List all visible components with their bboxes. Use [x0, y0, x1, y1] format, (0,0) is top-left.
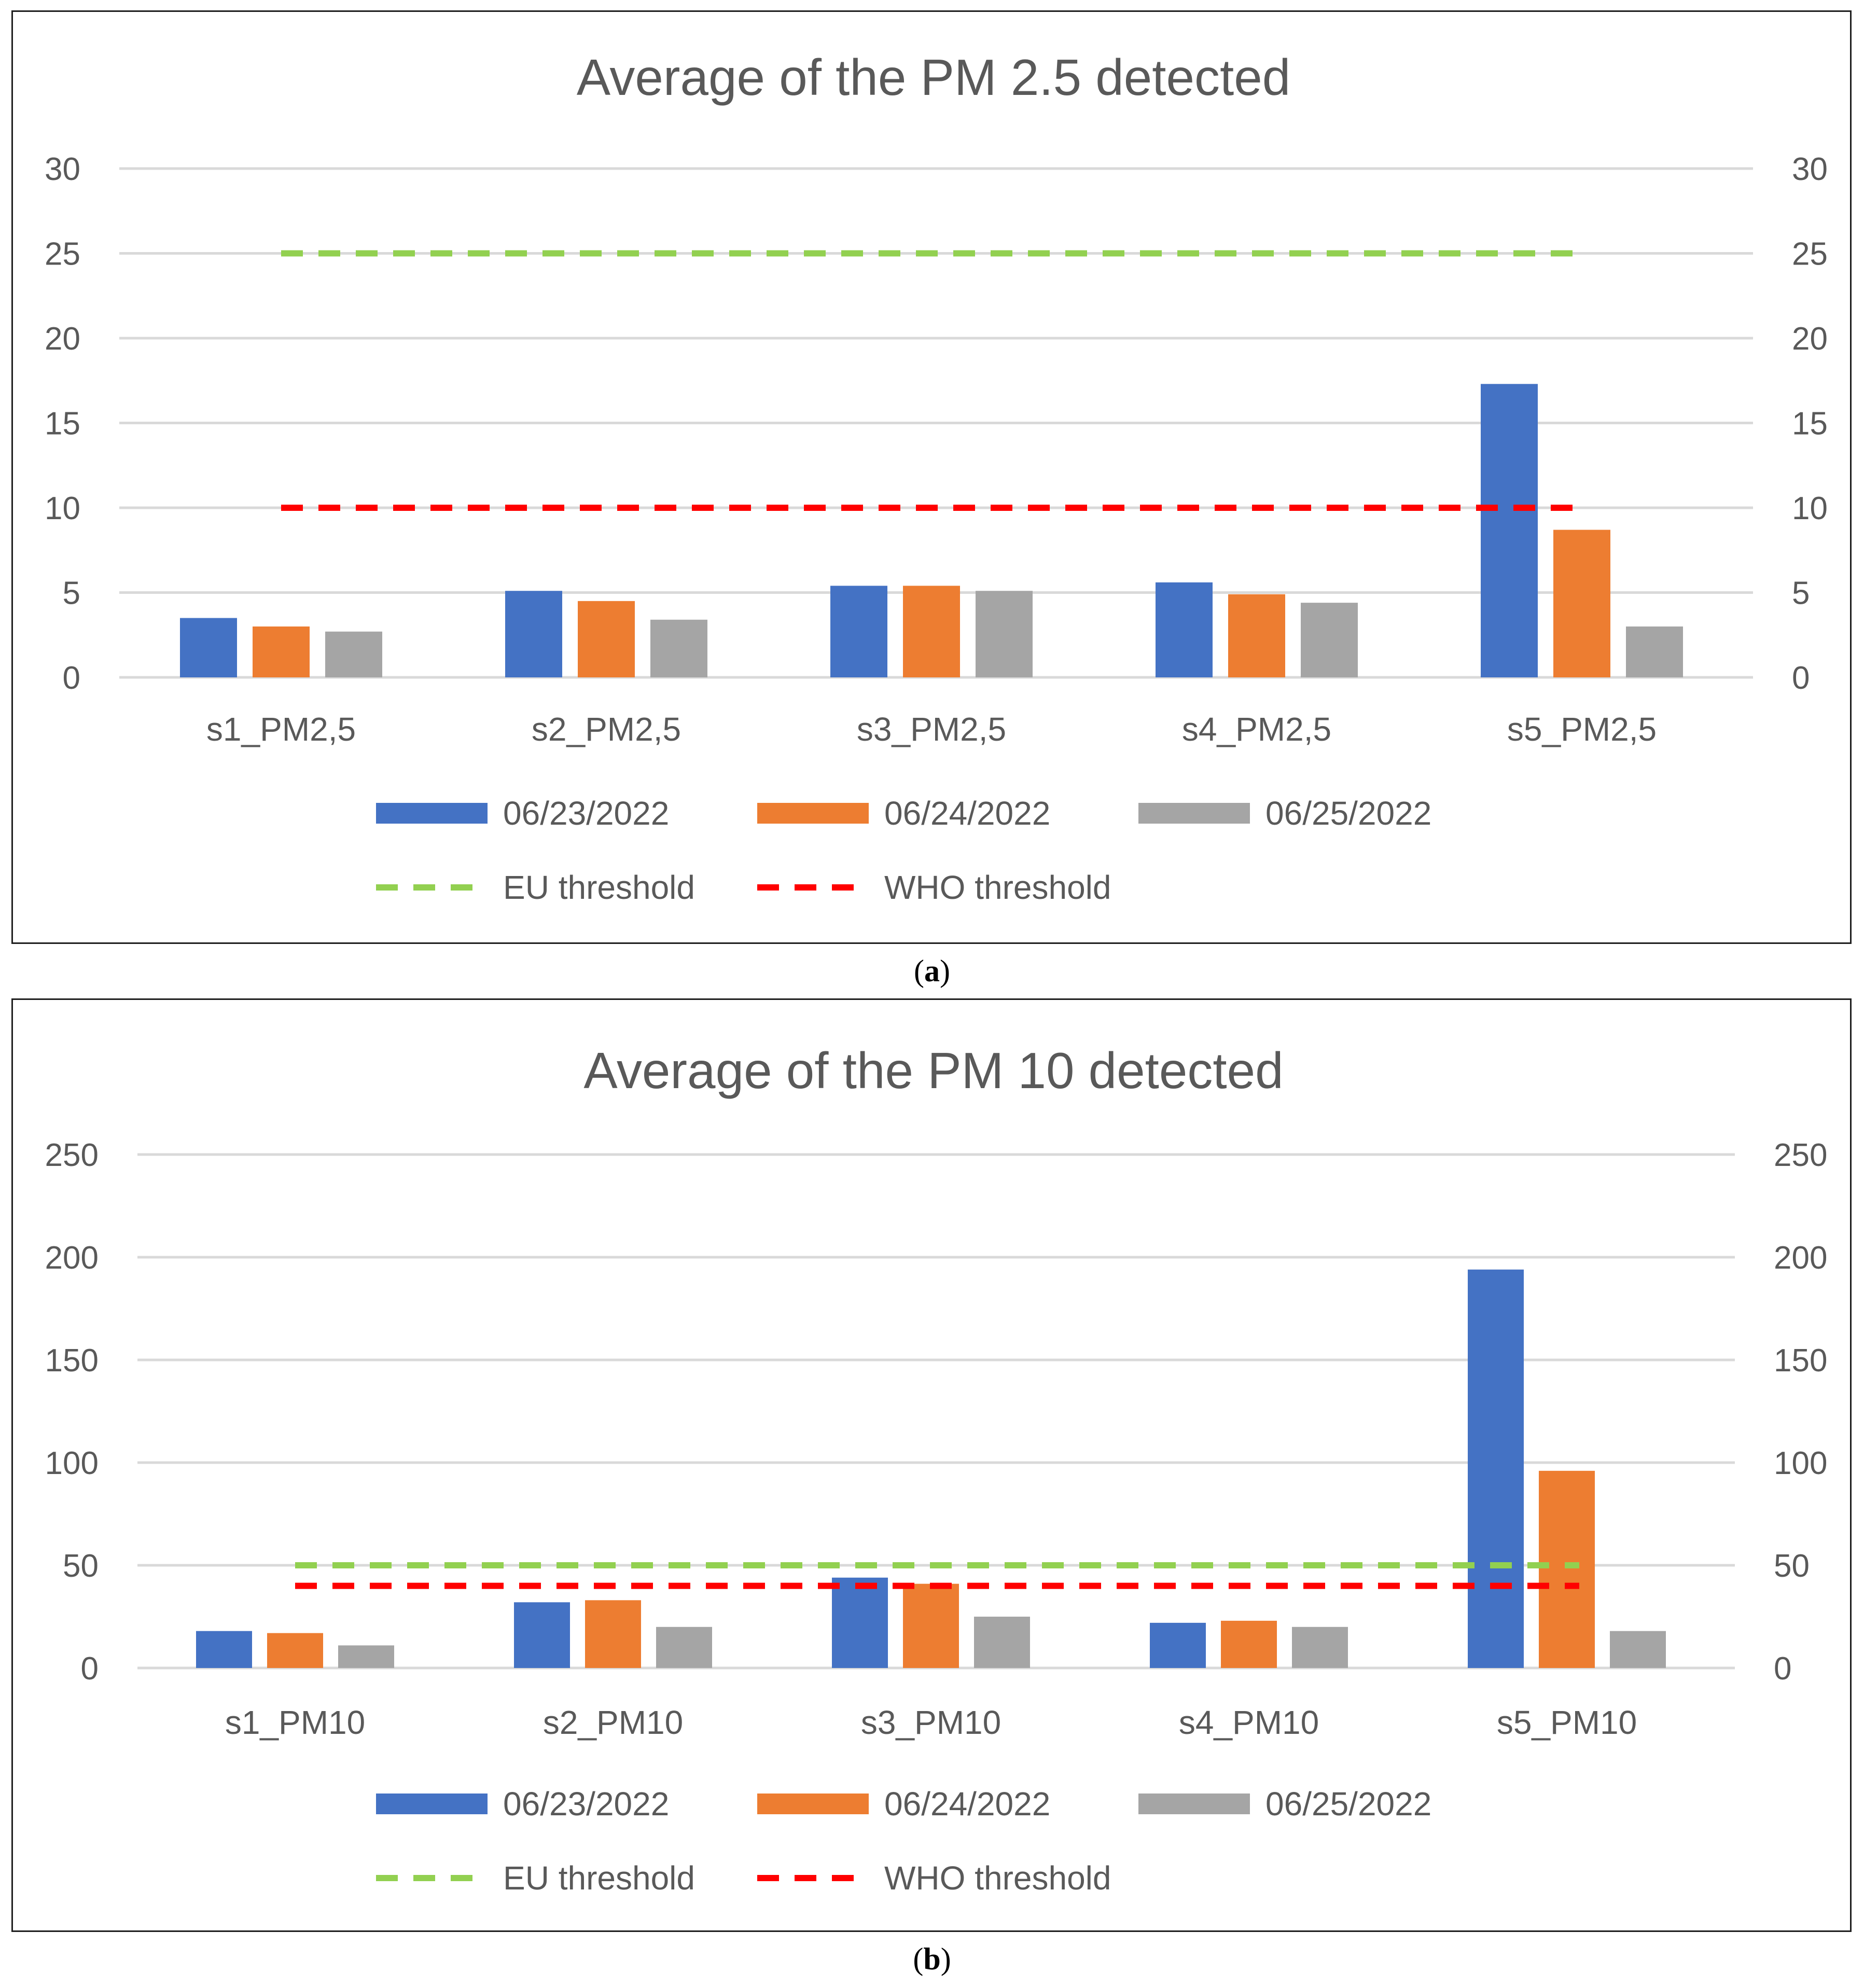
chart-b-legend-label: 06/23/2022 — [503, 1785, 669, 1823]
chart-a-y-tick-left: 30 — [45, 151, 80, 187]
chart-a-legend-label: 06/25/2022 — [1265, 795, 1431, 832]
chart-b-category-label: s3_PM10 — [861, 1704, 1001, 1741]
chart-a-category-label: s5_PM2,5 — [1507, 711, 1657, 748]
chart-panel-a: Average of the PM 2.5 detected 0 0 5 5 10 10 15… — [11, 10, 1852, 944]
chart-a-legend-label: 06/24/2022 — [884, 795, 1050, 832]
chart-a-y-tick-right: 10 — [1792, 491, 1828, 526]
chart-b-y-tick-right: 100 — [1774, 1445, 1827, 1481]
chart-b-bar-3-1 — [832, 1577, 888, 1668]
chart-b-bar-5-1 — [1468, 1269, 1524, 1668]
chart-b-category-label: s4_PM10 — [1179, 1704, 1319, 1741]
chart-b-bar-5-3 — [1610, 1631, 1666, 1668]
chart-b-category-label: s5_PM10 — [1497, 1704, 1637, 1741]
chart-a-bar-4-3 — [1301, 603, 1358, 677]
chart-a-y-tick-left: 25 — [45, 237, 80, 272]
chart-a-y-tick-right: 30 — [1792, 151, 1828, 187]
chart-a-svg: Average of the PM 2.5 detected 0 0 5 5 10 10 15… — [45, 49, 1828, 906]
chart-a-category-label: s2_PM2,5 — [532, 711, 681, 748]
chart-a-y-tick-left: 5 — [63, 576, 80, 611]
chart-a-bar-2-1 — [505, 591, 562, 677]
chart-a-bar-3-3 — [976, 591, 1033, 677]
chart-b-y-tick-right: 250 — [1774, 1137, 1827, 1173]
chart-a-legend-label: EU threshold — [503, 869, 695, 906]
chart-b-y-tick-left: 100 — [45, 1445, 99, 1481]
chart-a-y-tick-left: 10 — [45, 491, 80, 526]
caption-b: (b) — [913, 1942, 951, 1976]
chart-b-legend-swatch — [1138, 1794, 1250, 1814]
chart-a-y-tick-right: 20 — [1792, 321, 1828, 357]
chart-b-y-tick-right: 200 — [1774, 1240, 1827, 1276]
chart-a-bar-5-2 — [1553, 530, 1610, 677]
chart-a-category-label: s4_PM2,5 — [1182, 711, 1331, 748]
chart-a-bar-1-3 — [325, 631, 382, 677]
chart-b-legend-label: EU threshold — [503, 1859, 695, 1897]
chart-b-legend-swatch — [376, 1794, 488, 1814]
chart-b-y-tick-right: 150 — [1774, 1343, 1827, 1379]
chart-b-y-tick-right: 50 — [1774, 1548, 1810, 1584]
chart-a-category-label: s3_PM2,5 — [857, 711, 1006, 748]
chart-a-bar-2-2 — [578, 601, 635, 677]
caption-a: (a) — [914, 954, 950, 988]
chart-a-title: Average of the PM 2.5 detected — [577, 49, 1291, 106]
chart-b-category-label: s1_PM10 — [225, 1704, 365, 1741]
chart-b-y-tick-left: 50 — [63, 1548, 99, 1584]
chart-a-legend-swatch — [1138, 803, 1250, 824]
chart-b-legend-label: WHO threshold — [884, 1859, 1111, 1897]
chart-a-y-tick-right: 25 — [1792, 237, 1828, 272]
chart-b-y-tick-right: 0 — [1774, 1651, 1791, 1687]
chart-a-bar-4-2 — [1228, 594, 1285, 677]
chart-b-bar-1-1 — [196, 1631, 252, 1668]
chart-a-y-tick-left: 15 — [45, 406, 80, 442]
chart-a-bar-1-1 — [180, 618, 237, 677]
chart-b-legend-label: 06/24/2022 — [884, 1785, 1050, 1823]
chart-b-bar-1-3 — [338, 1645, 394, 1668]
chart-b-bar-4-2 — [1221, 1620, 1277, 1668]
chart-b-legend-label: 06/25/2022 — [1265, 1785, 1431, 1823]
chart-a-bar-4-1 — [1156, 582, 1213, 677]
chart-a-bar-5-1 — [1481, 384, 1538, 677]
chart-b-y-tick-left: 250 — [45, 1137, 99, 1173]
chart-a-bar-1-2 — [253, 626, 310, 677]
chart-a-legend-swatch — [757, 803, 869, 824]
chart-a-legend-label: 06/23/2022 — [503, 795, 669, 832]
chart-b-category-label: s2_PM10 — [543, 1704, 683, 1741]
chart-b-title: Average of the PM 10 detected — [583, 1042, 1283, 1099]
chart-a-bar-3-2 — [903, 586, 960, 677]
chart-b-y-tick-left: 0 — [81, 1651, 99, 1687]
chart-b-bar-1-2 — [267, 1633, 323, 1668]
chart-b-bar-2-1 — [514, 1602, 570, 1668]
chart-a-bar-2-3 — [650, 619, 707, 677]
chart-a-y-tick-right: 0 — [1792, 660, 1810, 696]
chart-b-y-tick-left: 150 — [45, 1343, 99, 1379]
chart-b-bar-3-3 — [974, 1617, 1030, 1668]
chart-b-bar-4-1 — [1150, 1622, 1206, 1668]
chart-a-category-label: s1_PM2,5 — [206, 711, 356, 748]
chart-a-legend-swatch — [376, 803, 488, 824]
chart-a-bar-3-1 — [830, 586, 887, 677]
chart-b-bar-4-3 — [1292, 1626, 1348, 1668]
chart-b-bar-2-3 — [656, 1626, 712, 1668]
chart-a-legend-label: WHO threshold — [884, 869, 1111, 906]
chart-b-bar-2-2 — [585, 1600, 641, 1668]
chart-b-bar-3-2 — [903, 1583, 959, 1668]
chart-a-bar-5-3 — [1626, 626, 1683, 677]
chart-panel-b: Average of the PM 10 detected 0 0 50 50 100 10… — [11, 998, 1852, 1932]
chart-b-svg: Average of the PM 10 detected 0 0 50 50 100 10… — [45, 1042, 1828, 1897]
chart-a-y-tick-left: 20 — [45, 321, 80, 357]
chart-a-y-tick-right: 15 — [1792, 406, 1828, 442]
chart-a-y-tick-right: 5 — [1792, 576, 1810, 611]
chart-a-y-tick-left: 0 — [63, 660, 80, 696]
chart-b-legend-swatch — [757, 1794, 869, 1814]
chart-b-y-tick-left: 200 — [45, 1240, 99, 1276]
chart-b-bar-5-2 — [1539, 1470, 1595, 1668]
